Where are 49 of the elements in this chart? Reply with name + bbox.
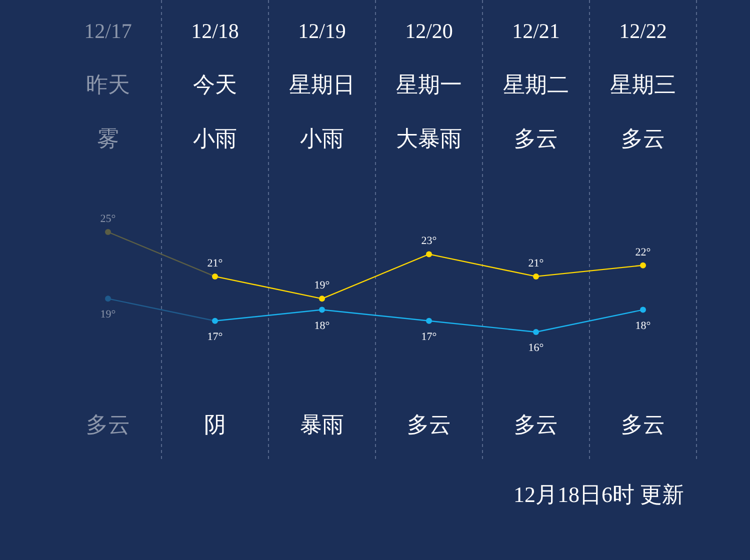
- text: 阴: [204, 412, 226, 437]
- text: 昨天: [86, 72, 130, 97]
- point: [105, 296, 111, 302]
- point: [212, 273, 218, 280]
- point: [640, 306, 646, 313]
- text: 多云: [621, 412, 665, 437]
- text: 星期二: [503, 72, 569, 97]
- data-label: 16°: [528, 342, 544, 354]
- point: [426, 318, 432, 324]
- x-tick-label: 12/19: [298, 19, 346, 43]
- text: 小雨: [193, 126, 237, 151]
- data-label: 19°: [100, 308, 116, 321]
- data-label: 17°: [207, 330, 223, 343]
- point: [212, 318, 218, 324]
- x-tick-label: 12/17: [84, 19, 132, 43]
- data-label: 23°: [421, 235, 437, 248]
- x-tick-label: 12/20: [405, 19, 453, 43]
- data-label: 25°: [100, 213, 116, 225]
- x-tick-label: 12/21: [512, 19, 560, 43]
- text: 多云: [86, 412, 130, 437]
- data-label: 21°: [207, 257, 223, 270]
- data-label: 17°: [421, 330, 437, 343]
- data-label: 22°: [635, 246, 651, 258]
- point: [426, 251, 432, 258]
- point: [533, 329, 539, 335]
- text: 雾: [97, 126, 119, 151]
- data-label: 21°: [528, 257, 544, 270]
- text: 暴雨: [300, 412, 344, 437]
- point: [319, 296, 325, 302]
- point: [533, 273, 539, 280]
- data-label: 19°: [314, 280, 330, 292]
- text: 多云: [407, 412, 451, 437]
- point: [640, 262, 646, 268]
- text: 大暴雨: [396, 126, 462, 151]
- point: [105, 229, 111, 235]
- text: 小雨: [300, 126, 344, 151]
- x-tick-label: 12/18: [191, 19, 239, 43]
- text: 多云: [621, 126, 665, 151]
- text: 12月18日6时 更新: [514, 482, 684, 507]
- x-tick-label: 12/22: [619, 19, 667, 43]
- text: 星期日: [289, 72, 355, 97]
- data-label: 18°: [635, 320, 651, 332]
- text: 星期三: [610, 72, 676, 97]
- data-label: 18°: [314, 320, 330, 332]
- text: 星期一: [396, 72, 462, 97]
- text: 多云: [514, 126, 558, 151]
- text: 多云: [514, 412, 558, 437]
- text: 今天: [193, 72, 237, 97]
- point: [319, 306, 325, 313]
